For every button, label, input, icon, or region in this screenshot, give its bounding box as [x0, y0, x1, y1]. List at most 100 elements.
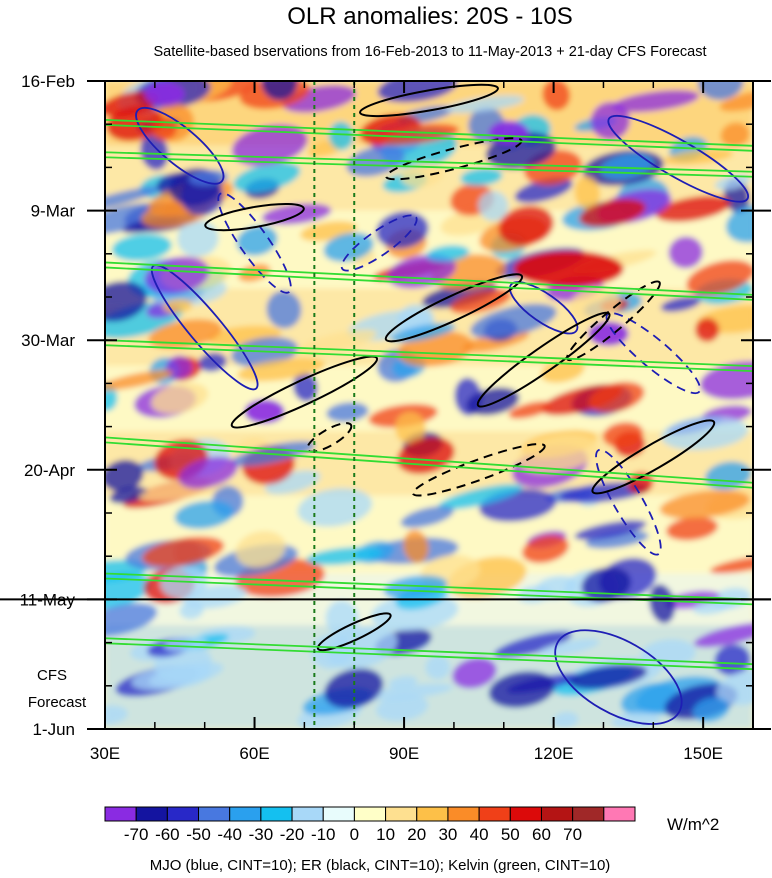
olr-cell: [719, 90, 753, 112]
olr-cell: [111, 233, 172, 262]
olr-anomaly-field: [105, 81, 753, 729]
olr-cell: [105, 186, 162, 213]
olr-cell: [540, 359, 585, 383]
x-tick-label: 120E: [534, 744, 574, 763]
olr-cell: [238, 263, 271, 282]
kelvin-contour: [105, 436, 753, 489]
olr-cell: [105, 370, 174, 391]
y-tick-label: 16-Feb: [21, 72, 75, 91]
kelvin-contours: [105, 118, 753, 671]
olr-cell: [376, 694, 428, 722]
x-tick-label: 30E: [90, 744, 120, 763]
olr-cell: [425, 655, 450, 680]
colorbar-swatch: [166, 806, 200, 822]
olr-cell: [438, 484, 523, 510]
olr-cell: [695, 317, 720, 342]
olr-cell: [377, 81, 458, 103]
olr-cell: [517, 434, 600, 474]
olr-cell: [323, 232, 374, 262]
olr-cell: [659, 490, 751, 519]
olr-cell: [388, 676, 418, 689]
colorbar-swatch: [385, 806, 418, 822]
mjo-contour: [595, 448, 662, 556]
er-contours: [204, 83, 716, 652]
olr-cell: [325, 600, 359, 638]
er-contour: [411, 443, 546, 497]
olr-cell: [521, 535, 569, 564]
olr-cell: [148, 319, 223, 349]
olr-cell: [395, 411, 426, 445]
olr-cell: [661, 416, 749, 450]
olr-cell: [720, 122, 750, 147]
mjo-contour: [509, 281, 579, 335]
er-contour: [384, 273, 524, 343]
y-tick-label: 1-Jun: [32, 720, 75, 739]
olr-cell: [452, 657, 497, 689]
olr-cell: [233, 162, 301, 193]
olr-cell: [231, 124, 308, 166]
colorbar-swatch: [198, 806, 231, 822]
x-tick-label: 150E: [683, 744, 723, 763]
colorbar-swatch: [478, 806, 511, 822]
olr-cell: [588, 381, 645, 413]
olr-cell: [306, 546, 383, 566]
colorbar-swatch: [603, 806, 636, 822]
olr-warm-core: [513, 250, 624, 287]
colorbar-unit: W/m^2: [667, 815, 719, 834]
chart-subtitle: Satellite-based bservations from 16-Feb-…: [153, 44, 706, 60]
olr-cell: [109, 486, 148, 504]
olr-cell: [542, 81, 570, 111]
olr-cell: [602, 422, 644, 448]
colorbar-swatch: [291, 806, 324, 822]
olr-cell: [371, 123, 459, 146]
kelvin-contour: [105, 118, 753, 152]
colorbar-swatch: [353, 806, 387, 822]
x-tick-label: 60E: [239, 744, 269, 763]
mjo-contour: [217, 192, 292, 294]
colorbar-label: -40: [217, 825, 242, 844]
olr-cell: [188, 170, 229, 187]
olr-cell: [660, 296, 701, 312]
y-tick-label: 11-May: [20, 590, 76, 609]
er-contour: [204, 202, 305, 232]
olr-cell: [376, 211, 429, 249]
chart-title: OLR anomalies: 20S - 10S: [287, 3, 572, 30]
colorbar-label: -60: [155, 825, 180, 844]
colorbar-label: 30: [438, 825, 457, 844]
colorbar-swatch: [229, 806, 262, 822]
olr-cell: [105, 603, 158, 637]
colorbar-swatch: [260, 806, 293, 822]
olr-cell: [612, 90, 700, 113]
olr-cell: [105, 281, 148, 322]
olr-cell: [704, 461, 752, 490]
y-tick-label: 9-Mar: [31, 202, 76, 221]
olr-cell: [493, 631, 572, 658]
colorbar-label: 40: [470, 825, 489, 844]
olr-cell: [460, 168, 503, 186]
olr-cell: [508, 401, 553, 419]
y-axis: 16-Feb 9-Mar 30-Mar 20-Apr 11-May 1-Jun: [20, 72, 771, 739]
olr-cell: [142, 536, 225, 568]
olr-cell: [266, 290, 302, 329]
olr-cell: [261, 81, 298, 101]
olr-cell: [150, 118, 177, 141]
olr-cell: [627, 472, 654, 494]
olr-cell: [470, 303, 557, 339]
er-contour: [591, 419, 716, 495]
olr-cell: [552, 711, 579, 729]
olr-cold-core: [144, 81, 185, 106]
kelvin-contour: [105, 637, 753, 671]
olr-cell: [105, 705, 128, 725]
y-tick-label: 30-Mar: [21, 331, 75, 350]
colorbar-swatch: [104, 806, 137, 822]
colorbar-label: -50: [186, 825, 211, 844]
x-axis: 30E 60E 90E 120E 150E: [90, 81, 723, 763]
kelvin-contour: [105, 572, 753, 606]
colorbar-swatch: [416, 806, 449, 822]
kelvin-contour: [105, 151, 753, 178]
plot-frame: [104, 80, 754, 730]
olr-cell: [649, 584, 676, 624]
olr-cell: [569, 664, 648, 690]
olr-cell: [714, 174, 751, 191]
